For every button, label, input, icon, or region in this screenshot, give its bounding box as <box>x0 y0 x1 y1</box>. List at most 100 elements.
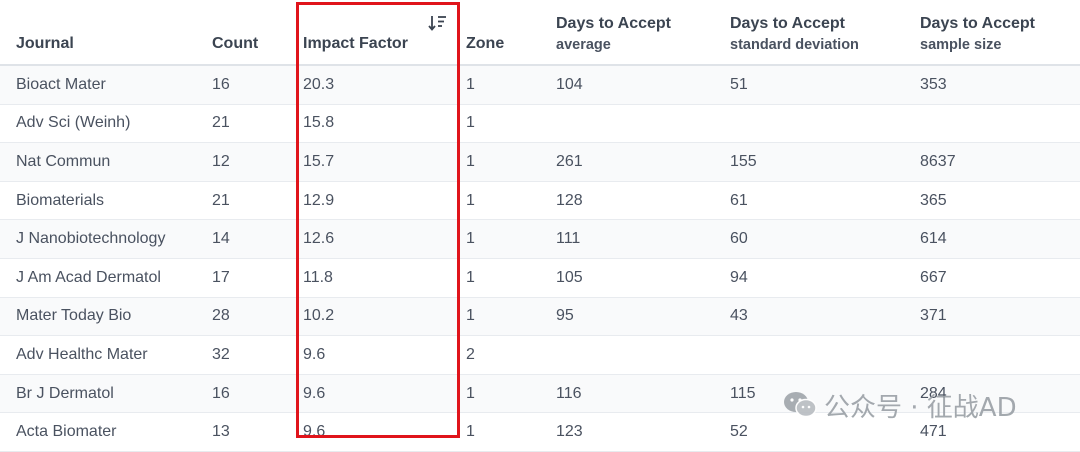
cell-journal: Biomaterials <box>0 181 196 221</box>
cell-days-sd: 51 <box>714 65 904 105</box>
table-header-row: Journal Count Impact Factor Zone Days to… <box>0 0 1080 66</box>
header-impact-factor-label: Impact Factor <box>303 35 408 52</box>
table-row[interactable]: Nat Commun 12 15.7 1 261 155 8637 <box>0 142 1080 182</box>
cell-count: 13 <box>196 412 292 452</box>
cell-impact-factor: 11.8 <box>292 258 454 298</box>
cell-impact-factor: 20.3 <box>292 65 454 105</box>
cell-days-sd <box>714 335 904 375</box>
table-row[interactable]: Br J Dermatol 16 9.6 1 116 115 284 <box>0 374 1080 414</box>
cell-days-sample-size: 614 <box>904 219 1080 259</box>
cell-days-sample-size: 353 <box>904 65 1080 105</box>
watermark-text: 公众号 · 征战AD <box>824 392 1017 423</box>
table-row[interactable]: J Am Acad Dermatol 17 11.8 1 105 94 667 <box>0 258 1080 298</box>
header-days-average-main: Days to Accept <box>556 15 671 32</box>
cell-days-average: 111 <box>540 219 714 259</box>
cell-journal: Acta Biomater <box>0 412 196 452</box>
table-row[interactable]: Mater Today Bio 28 10.2 1 95 43 371 <box>0 297 1080 337</box>
cell-count: 21 <box>196 104 292 144</box>
cell-days-average: 128 <box>540 181 714 221</box>
cell-days-sd: 52 <box>714 412 904 452</box>
cell-days-sd: 155 <box>714 142 904 182</box>
cell-impact-factor: 15.8 <box>292 104 454 144</box>
cell-count: 17 <box>196 258 292 298</box>
header-count[interactable]: Count <box>196 0 292 66</box>
header-days-average[interactable]: Days to Accept average <box>540 0 714 66</box>
cell-days-sample-size <box>904 335 1080 375</box>
cell-days-average: 95 <box>540 297 714 337</box>
header-days-ss-main: Days to Accept <box>920 15 1035 32</box>
cell-days-sd: 94 <box>714 258 904 298</box>
cell-count: 28 <box>196 297 292 337</box>
cell-zone: 1 <box>454 65 540 105</box>
cell-days-sd: 60 <box>714 219 904 259</box>
wechat-icon <box>784 392 817 418</box>
cell-impact-factor: 15.7 <box>292 142 454 182</box>
cell-days-average <box>540 335 714 375</box>
cell-count: 21 <box>196 181 292 221</box>
header-days-sd[interactable]: Days to Accept standard deviation <box>714 0 904 66</box>
cell-journal: Mater Today Bio <box>0 297 196 337</box>
header-journal[interactable]: Journal <box>0 0 196 66</box>
cell-days-average <box>540 104 714 144</box>
table-body: Bioact Mater 16 20.3 1 104 51 353 Adv Sci (Wein… <box>0 65 1080 452</box>
cell-days-average: 104 <box>540 65 714 105</box>
cell-impact-factor: 9.6 <box>292 412 454 452</box>
cell-zone: 1 <box>454 181 540 221</box>
cell-zone: 1 <box>454 412 540 452</box>
header-days-average-sub: average <box>556 37 611 53</box>
cell-zone: 1 <box>454 142 540 182</box>
sort-descending-icon[interactable] <box>428 14 448 32</box>
cell-days-sample-size: 365 <box>904 181 1080 221</box>
cell-days-sample-size: 471 <box>904 412 1080 452</box>
cell-days-sd <box>714 104 904 144</box>
cell-journal: Br J Dermatol <box>0 374 196 414</box>
cell-days-sample-size: 8637 <box>904 142 1080 182</box>
cell-days-sd: 61 <box>714 181 904 221</box>
cell-count: 14 <box>196 219 292 259</box>
cell-days-average: 116 <box>540 374 714 414</box>
cell-impact-factor: 9.6 <box>292 374 454 414</box>
cell-count: 16 <box>196 65 292 105</box>
cell-days-average: 105 <box>540 258 714 298</box>
cell-days-sample-size: 284 <box>904 374 1080 414</box>
header-days-sample-size[interactable]: Days to Accept sample size <box>904 0 1080 66</box>
header-days-sd-sub: standard deviation <box>730 37 859 53</box>
cell-zone: 1 <box>454 219 540 259</box>
cell-days-sample-size: 371 <box>904 297 1080 337</box>
watermark: 公众号 · 征战AD <box>782 388 1017 423</box>
header-days-ss-sub: sample size <box>920 37 1002 53</box>
table-row[interactable]: Adv Sci (Weinh) 21 15.8 1 <box>0 104 1080 144</box>
cell-zone: 1 <box>454 104 540 144</box>
cell-days-sample-size <box>904 104 1080 144</box>
cell-days-sample-size: 667 <box>904 258 1080 298</box>
cell-zone: 1 <box>454 258 540 298</box>
cell-count: 16 <box>196 374 292 414</box>
cell-journal: Adv Sci (Weinh) <box>0 104 196 144</box>
cell-impact-factor: 12.6 <box>292 219 454 259</box>
header-zone[interactable]: Zone <box>454 0 540 66</box>
cell-days-average: 261 <box>540 142 714 182</box>
cell-zone: 1 <box>454 297 540 337</box>
cell-journal: Adv Healthc Mater <box>0 335 196 375</box>
header-days-sd-main: Days to Accept <box>730 15 845 32</box>
cell-days-average: 123 <box>540 412 714 452</box>
table-row[interactable]: Bioact Mater 16 20.3 1 104 51 353 <box>0 65 1080 105</box>
table-row[interactable]: Acta Biomater 13 9.6 1 123 52 471 <box>0 412 1080 452</box>
header-impact-factor[interactable]: Impact Factor <box>292 0 454 66</box>
cell-impact-factor: 10.2 <box>292 297 454 337</box>
table-row[interactable]: J Nanobiotechnology 14 12.6 1 111 60 614 <box>0 219 1080 259</box>
cell-zone: 1 <box>454 374 540 414</box>
cell-impact-factor: 12.9 <box>292 181 454 221</box>
cell-impact-factor: 9.6 <box>292 335 454 375</box>
cell-days-sd: 43 <box>714 297 904 337</box>
cell-journal: J Am Acad Dermatol <box>0 258 196 298</box>
cell-journal: Nat Commun <box>0 142 196 182</box>
cell-zone: 2 <box>454 335 540 375</box>
table-row[interactable]: Biomaterials 21 12.9 1 128 61 365 <box>0 181 1080 221</box>
cell-journal: J Nanobiotechnology <box>0 219 196 259</box>
table-row[interactable]: Adv Healthc Mater 32 9.6 2 <box>0 335 1080 375</box>
cell-journal: Bioact Mater <box>0 65 196 105</box>
cell-count: 32 <box>196 335 292 375</box>
